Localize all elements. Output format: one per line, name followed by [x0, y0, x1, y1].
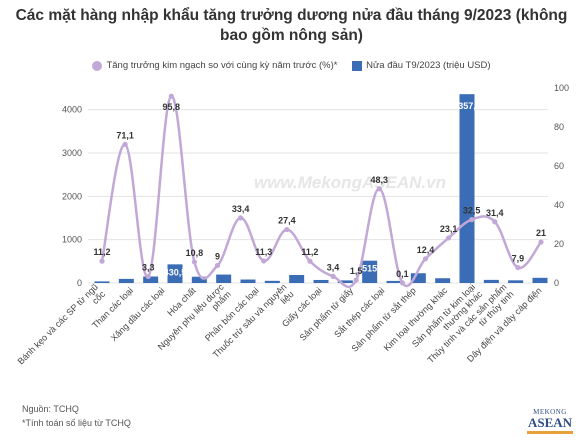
- mekong-asean-logo: MEKONG ASEAN: [527, 408, 573, 442]
- growth-value-label: 71,1: [116, 130, 134, 140]
- legend-bar-swatch: [352, 60, 363, 71]
- y-right-tick-label: 0: [554, 278, 559, 288]
- bar: [337, 280, 353, 283]
- logo-accent-bar: [527, 431, 573, 434]
- growth-point: [422, 256, 429, 262]
- y-left-tick-label: 1000: [62, 235, 82, 245]
- bar: [508, 280, 524, 283]
- bar-value-label: 430,5: [164, 267, 187, 277]
- bar: [410, 273, 426, 283]
- bar: [191, 276, 207, 283]
- growth-point: [261, 258, 267, 264]
- growth-value-label: 10,8: [186, 248, 204, 258]
- bar: [532, 277, 548, 283]
- growth-value-label: 9: [215, 251, 220, 261]
- growth-point: [238, 215, 244, 221]
- category-label-line: Xăng dầu các loại: [109, 285, 167, 343]
- bar: [435, 278, 451, 283]
- growth-value-label: 11,2: [93, 247, 110, 257]
- bar: [313, 279, 329, 283]
- bar: [143, 276, 159, 283]
- category-label: Sản phẩm từ giấy: [298, 285, 356, 343]
- growth-point: [492, 219, 498, 225]
- growth-point: [515, 264, 521, 271]
- bar: [240, 279, 256, 283]
- growth-value-label: 12,4: [417, 245, 435, 255]
- category-label-line: Bánh kẹo và các SP từ ngũ: [16, 282, 100, 366]
- category-label: Xăng dầu các loại: [109, 285, 167, 343]
- growth-point: [330, 273, 336, 279]
- growth-value-label: 27,4: [278, 216, 296, 226]
- y-right-tick-label: 40: [554, 200, 564, 210]
- growth-point: [399, 280, 405, 286]
- bar: [386, 280, 402, 283]
- watermark-text: www.MekongASEAN.vn: [254, 173, 446, 192]
- bar: [118, 278, 134, 283]
- growth-value-label: 1,5: [350, 266, 363, 276]
- growth-point: [376, 186, 382, 192]
- growth-value-label: 11,2: [301, 247, 318, 257]
- legend-value-label: Nửa đầu T9/2023 (triệu USD): [366, 60, 491, 71]
- footnote: *Tính toán số liệu từ TCHQ: [22, 418, 131, 428]
- bar: [216, 274, 232, 283]
- y-left-tick-label: 0: [77, 278, 82, 288]
- y-left-tick-label: 4000: [62, 105, 82, 115]
- growth-value-label: 3,3: [142, 263, 155, 273]
- bar-value-label: 515: [362, 264, 377, 274]
- legend-line-swatch: [92, 60, 103, 71]
- growth-point: [168, 93, 174, 99]
- source-note: Nguồn: TCHQ: [22, 404, 79, 414]
- growth-value-label: 21: [536, 228, 546, 238]
- y-left-tick-label: 3000: [62, 148, 82, 158]
- bar-value-label: 4357,4: [453, 101, 481, 111]
- growth-point: [214, 262, 221, 269]
- growth-point: [353, 277, 359, 283]
- growth-point: [445, 235, 452, 241]
- chart-legend: Tăng trưởng kim ngạch so với cùng kỳ năm…: [0, 60, 583, 74]
- legend-item-value[interactable]: Nửa đầu T9/2023 (triệu USD): [352, 60, 491, 71]
- y-right-tick-label: 20: [554, 239, 564, 249]
- growth-value-label: 0,1: [396, 269, 409, 279]
- growth-point: [538, 239, 544, 245]
- growth-value-label: 32,5: [463, 206, 481, 216]
- growth-point: [145, 273, 151, 280]
- legend-item-growth[interactable]: Tăng trưởng kim ngạch so với cùng kỳ năm…: [92, 60, 337, 71]
- growth-point: [191, 259, 198, 265]
- growth-point: [99, 258, 105, 264]
- y-right-tick-label: 60: [554, 161, 564, 171]
- y-right-tick-label: 80: [554, 122, 564, 132]
- bar: [94, 281, 110, 283]
- growth-point: [122, 141, 128, 147]
- bar: [362, 260, 378, 283]
- growth-value-label: 48,3: [370, 175, 388, 185]
- combo-chart: www.MekongASEAN.vn 0 1000 2000 3000 4000 0 20 40…: [16, 83, 569, 366]
- growth-point: [284, 226, 290, 233]
- bar: [264, 280, 280, 283]
- growth-value-label: 31,4: [486, 208, 504, 218]
- bar: [167, 264, 183, 283]
- bar: [289, 274, 305, 283]
- y-left-tick-label: 2000: [62, 191, 82, 201]
- bar: [459, 94, 475, 283]
- chart-title: Các mặt hàng nhập khẩu tăng trưởng dương…: [15, 7, 568, 44]
- legend-growth-label: Tăng trưởng kim ngạch so với cùng kỳ năm…: [106, 60, 338, 71]
- category-label-line: Sản phẩm từ giấy: [298, 285, 356, 343]
- growth-line: [100, 94, 543, 288]
- growth-value-label: 95,8: [163, 102, 181, 112]
- growth-value-label: 11,3: [255, 247, 272, 257]
- growth-value-label: 23,1: [440, 224, 458, 234]
- logo-top-text: MEKONG: [533, 408, 567, 416]
- y-right-tick-label: 100: [554, 83, 569, 93]
- logo-bottom-text: ASEAN: [527, 415, 573, 430]
- growth-point: [307, 258, 313, 264]
- growth-value-label: 33,4: [232, 204, 250, 214]
- growth-value-label: 3,4: [327, 262, 340, 272]
- growth-value-label: 7,9: [512, 254, 525, 264]
- growth-point: [469, 217, 475, 223]
- bar: [483, 279, 499, 283]
